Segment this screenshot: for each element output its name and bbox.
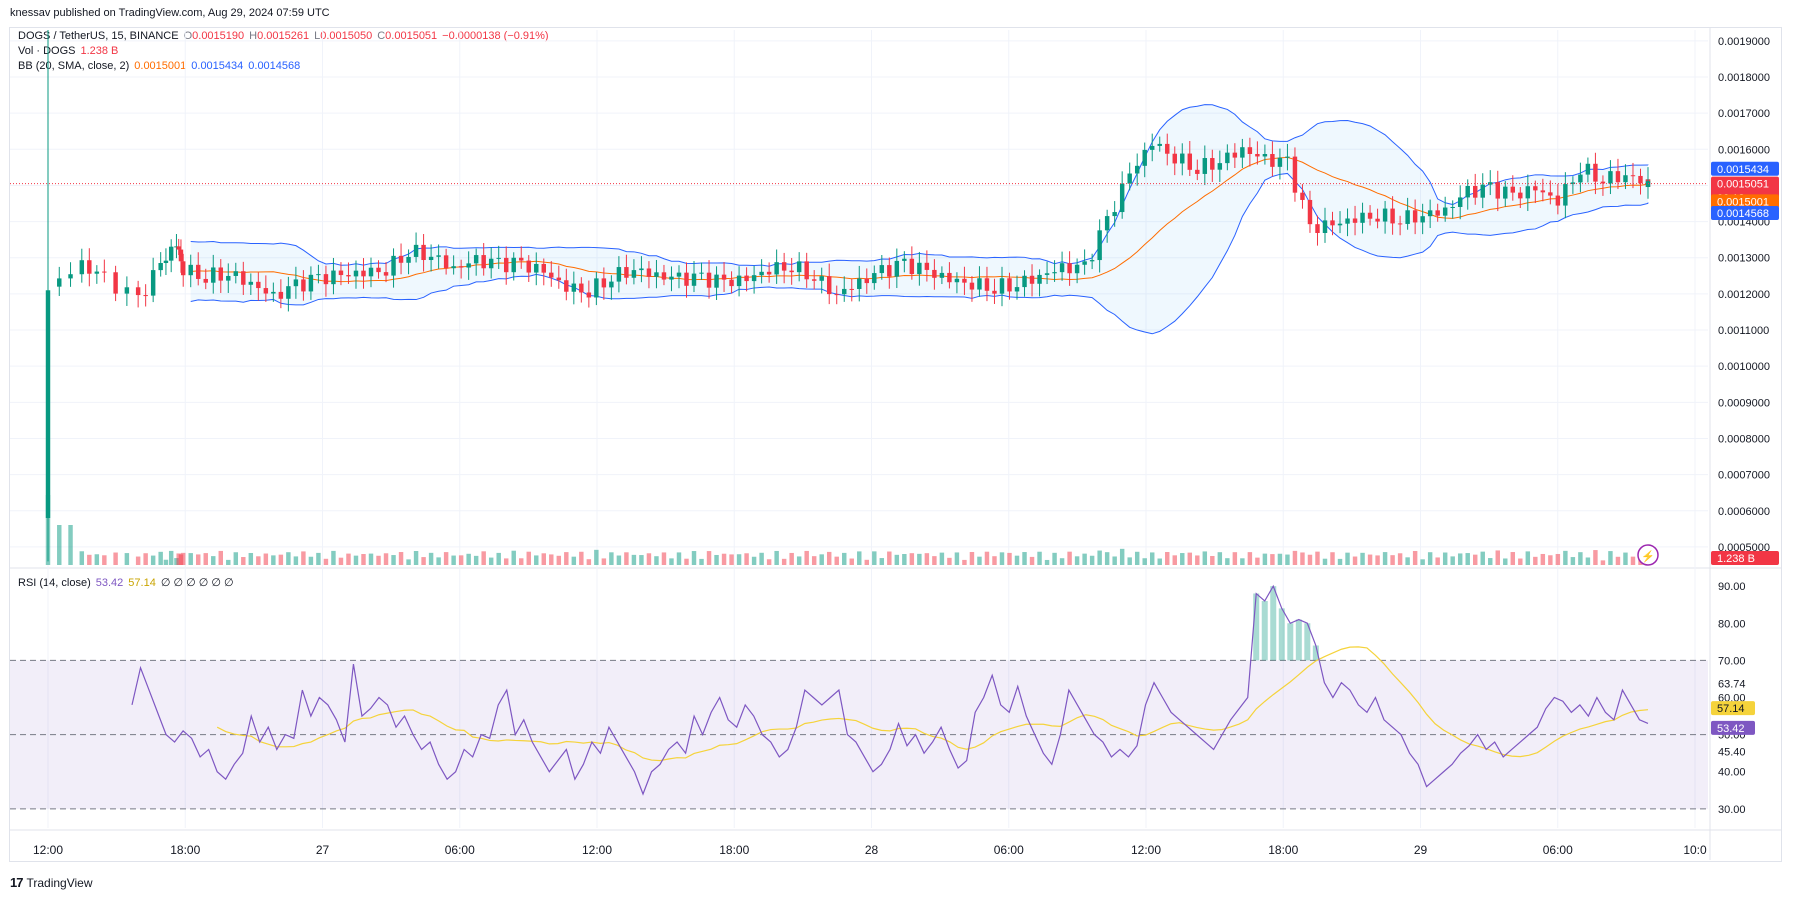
close-value: 0.0015051 bbox=[385, 30, 438, 42]
change-value: −0.0000138 (−0.91%) bbox=[442, 30, 549, 42]
volume-label[interactable]: Vol · DOGS bbox=[18, 45, 76, 57]
rsi-ma-value: 57.14 bbox=[128, 577, 156, 589]
low-label: L bbox=[314, 30, 321, 42]
high-value: 0.0015261 bbox=[257, 30, 310, 42]
rsi-label[interactable]: RSI (14, close) bbox=[18, 577, 91, 589]
brand-footer: 17 TradingView bbox=[10, 875, 93, 890]
bb-label[interactable]: BB (20, SMA, close, 2) bbox=[18, 60, 130, 72]
rsi-legend: RSI (14, close) 53.42 57.14 ∅ ∅ ∅ ∅ ∅ ∅ bbox=[18, 576, 239, 589]
volume-value: 1.238 B bbox=[80, 45, 119, 57]
bb-mid-value: 0.0015001 bbox=[134, 60, 187, 72]
open-label: O bbox=[183, 30, 193, 42]
high-label: H bbox=[249, 30, 258, 42]
symbol-legend: DOGS / TetherUS, 15, BINANCE O0.0015190 H0… bbox=[18, 30, 554, 42]
rsi-value: 53.42 bbox=[95, 577, 124, 589]
symbol-name[interactable]: DOGS / TetherUS, 15, BINANCE bbox=[18, 30, 179, 42]
open-value: 0.0015190 bbox=[192, 30, 245, 42]
close-label: C bbox=[377, 30, 386, 42]
rsi-empty-values: ∅ ∅ ∅ ∅ ∅ ∅ bbox=[160, 577, 234, 589]
chart-frame bbox=[9, 27, 1782, 862]
bb-upper-value: 0.0015434 bbox=[191, 60, 244, 72]
bb-legend: BB (20, SMA, close, 2) 0.0015001 0.0015434… bbox=[18, 60, 305, 72]
brand-name: TradingView bbox=[26, 875, 93, 890]
tradingview-logo-icon: 17 bbox=[10, 875, 24, 890]
publisher-line: knessav published on TradingView.com, Au… bbox=[10, 7, 330, 19]
bb-lower-value: 0.0014568 bbox=[248, 60, 301, 72]
low-value: 0.0015050 bbox=[320, 30, 373, 42]
volume-legend: Vol · DOGS 1.238 B bbox=[18, 45, 123, 57]
